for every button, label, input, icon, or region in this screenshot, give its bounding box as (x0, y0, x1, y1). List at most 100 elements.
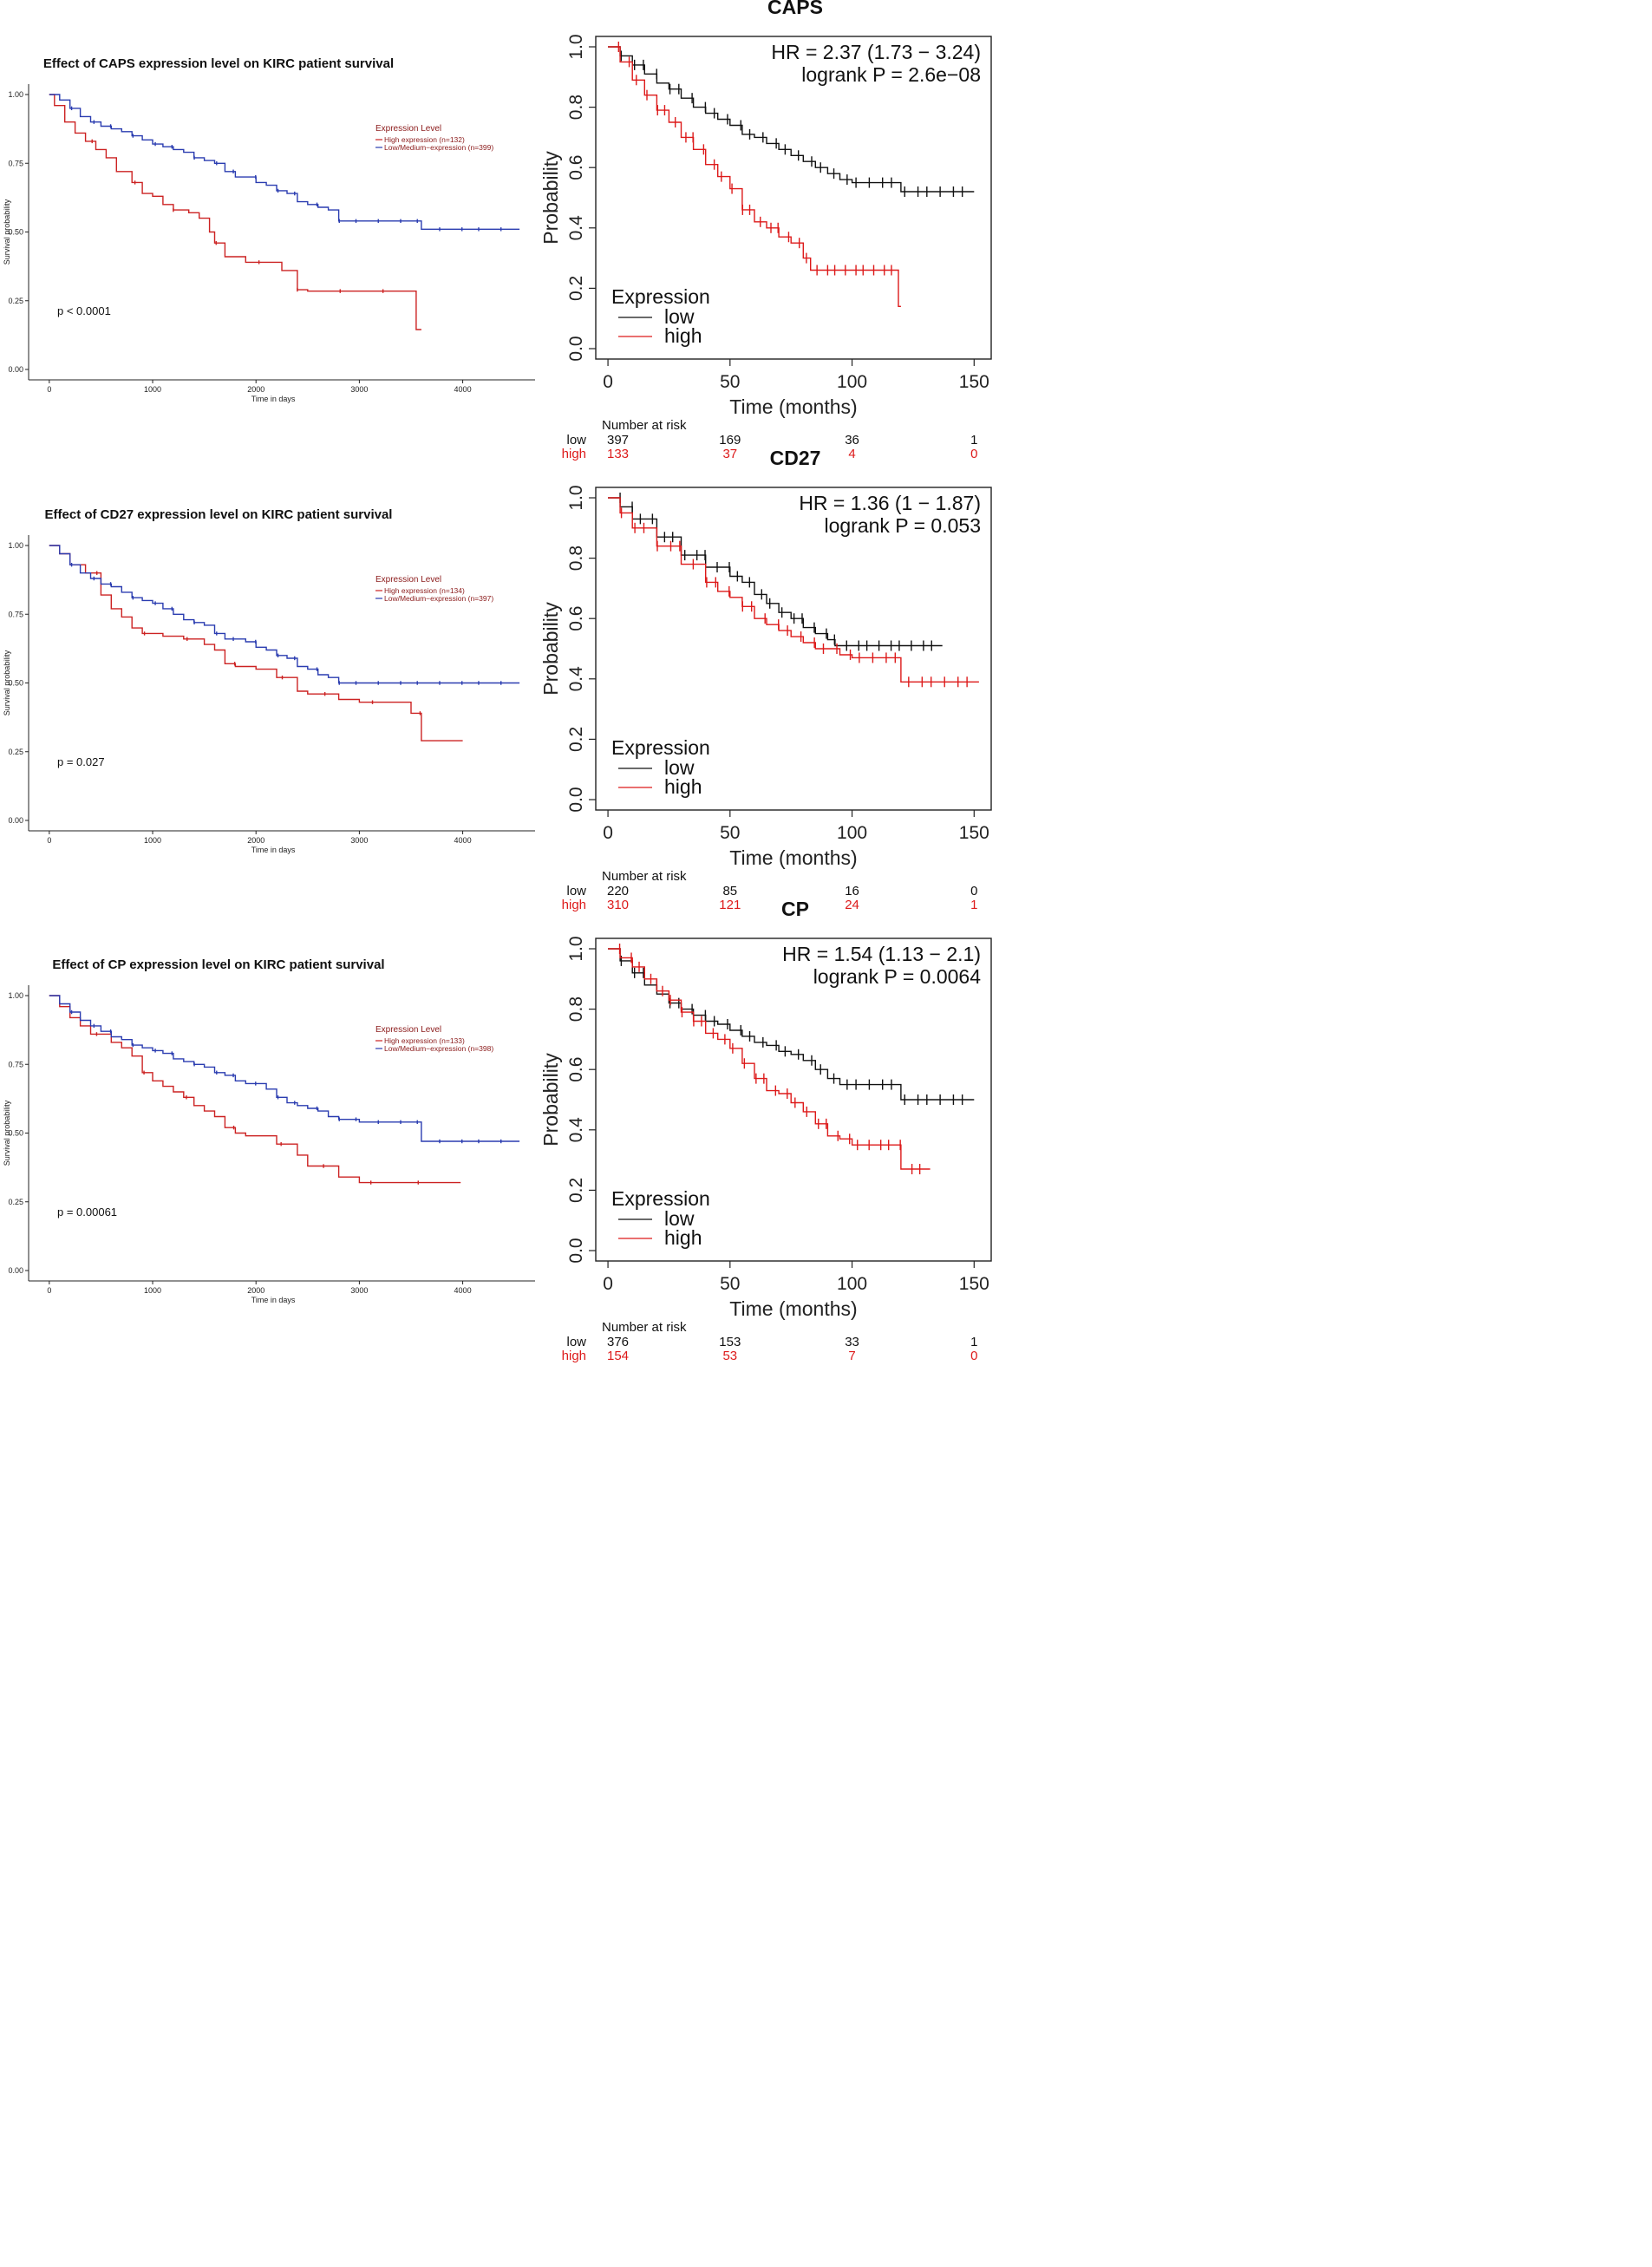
x-tick-label: 2000 (247, 385, 264, 394)
plot-frame (595, 487, 992, 811)
y-tick-label: 0.50 (8, 1129, 23, 1138)
risk-value: 53 (722, 1349, 737, 1363)
hazard-ratio: HR = 1.36 (1 − 1.87) (799, 492, 981, 514)
logrank-p: logrank P = 2.6e−08 (801, 63, 981, 86)
legend-title: Expression Level (375, 1025, 441, 1035)
chart-title: CP (781, 898, 809, 920)
y-tick-label: 0.4 (566, 215, 586, 241)
x-tick-label: 2000 (247, 1286, 264, 1295)
plot-frame (595, 938, 992, 1262)
risk-table-header: Number at risk (602, 1320, 687, 1335)
legend-label: high (664, 1226, 702, 1249)
km-curve-low (49, 995, 520, 1142)
risk-row-label: low (566, 1335, 586, 1349)
legend-label: High expression (n=134) (384, 586, 465, 595)
km-curve-low (49, 545, 520, 684)
x-tick-label: 50 (720, 823, 740, 843)
y-tick-label: 0.25 (8, 297, 23, 305)
risk-row-label: low (566, 884, 586, 898)
risk-value: 153 (719, 1335, 741, 1349)
y-tick-label: 0.50 (8, 228, 23, 237)
x-axis-label: Time in days (251, 846, 296, 854)
x-tick-label: 4000 (454, 385, 472, 394)
hazard-ratio: HR = 1.54 (1.13 − 2.1) (782, 943, 981, 965)
km-curve-high (608, 497, 979, 683)
risk-value: 1 (970, 1335, 977, 1349)
y-tick-label: 0.75 (8, 159, 23, 167)
risk-value: 37 (722, 447, 737, 461)
x-tick-label: 3000 (350, 1286, 368, 1295)
risk-value: 7 (848, 1349, 855, 1363)
y-tick-label: 0.0 (566, 787, 586, 812)
y-tick-label: 0.00 (8, 365, 23, 374)
y-axis-label: Survival probability (3, 1100, 11, 1166)
km-curve-high (49, 94, 421, 330)
x-tick-label: 150 (959, 1274, 989, 1294)
hazard-ratio: HR = 2.37 (1.73 − 3.24) (771, 41, 981, 63)
x-tick-label: 3000 (350, 385, 368, 394)
km-curve-high (608, 948, 930, 1170)
y-tick-label: 0.50 (8, 679, 23, 688)
left-km-chart-4: Effect of CP expression level on KIRC pa… (3, 957, 535, 1304)
legend-label: low (664, 756, 695, 779)
legend-label: High expression (n=132) (384, 135, 465, 144)
risk-row-label: high (562, 1349, 586, 1363)
x-tick-label: 150 (959, 372, 989, 392)
y-tick-label: 0.75 (8, 610, 23, 618)
x-tick-label: 0 (603, 823, 613, 843)
y-tick-label: 0.6 (566, 606, 586, 631)
risk-value: 0 (970, 884, 977, 898)
risk-value: 24 (845, 898, 859, 912)
risk-row-label: high (562, 898, 586, 912)
y-tick-label: 0.8 (566, 95, 586, 120)
risk-value: 310 (607, 898, 629, 912)
y-tick-label: 0.25 (8, 1198, 23, 1206)
legend-label: Low/Medium−expression (n=397) (384, 594, 493, 603)
x-axis-label: Time in days (251, 1296, 296, 1304)
x-tick-label: 0 (47, 1286, 51, 1295)
km-curve-low (49, 94, 520, 230)
y-tick-label: 0.00 (8, 1266, 23, 1275)
risk-value: 169 (719, 433, 741, 448)
x-axis-label: Time (months) (729, 395, 857, 418)
chart-title: CD27 (770, 447, 821, 469)
risk-value: 220 (607, 884, 629, 898)
risk-value: 0 (970, 1349, 977, 1363)
legend-title: Expression (611, 736, 710, 759)
km-curve-high (608, 46, 901, 307)
y-tick-label: 1.0 (566, 485, 586, 510)
legend-title: Expression (611, 1187, 710, 1210)
risk-value: 154 (607, 1349, 629, 1363)
risk-value: 376 (607, 1335, 629, 1349)
y-tick-label: 1.00 (8, 991, 23, 1000)
chart-title: Effect of CD27 expression level on KIRC … (45, 507, 393, 522)
risk-value: 0 (970, 447, 977, 461)
legend-label: low (664, 1207, 695, 1230)
y-tick-label: 0.8 (566, 996, 586, 1022)
risk-value: 1 (970, 898, 977, 912)
y-tick-label: 0.0 (566, 336, 586, 361)
risk-value: 121 (719, 898, 741, 912)
p-value: p = 0.027 (57, 755, 105, 768)
legend-label: Low/Medium−expression (n=399) (384, 143, 493, 152)
x-tick-label: 1000 (144, 836, 161, 845)
x-tick-label: 0 (47, 836, 51, 845)
x-tick-label: 1000 (144, 385, 161, 394)
y-tick-label: 0.4 (566, 1117, 586, 1143)
y-tick-label: 0.2 (566, 276, 586, 301)
y-axis-label: Probability (539, 151, 562, 245)
risk-value: 85 (722, 884, 737, 898)
y-tick-label: 1.00 (8, 541, 23, 550)
legend-label: low (664, 305, 695, 328)
x-axis-label: Time (months) (729, 846, 857, 869)
y-tick-label: 0.0 (566, 1238, 586, 1263)
legend-label: high (664, 324, 702, 347)
x-tick-label: 3000 (350, 836, 368, 845)
y-tick-label: 1.00 (8, 90, 23, 99)
x-tick-label: 4000 (454, 836, 472, 845)
risk-value: 4 (848, 447, 855, 461)
right-km-chart-1: CAPS 0.0 0.2 0.4 0.6 0.8 1.0 0 50 100 150 Time (mon… (539, 0, 992, 461)
x-tick-label: 1000 (144, 1286, 161, 1295)
